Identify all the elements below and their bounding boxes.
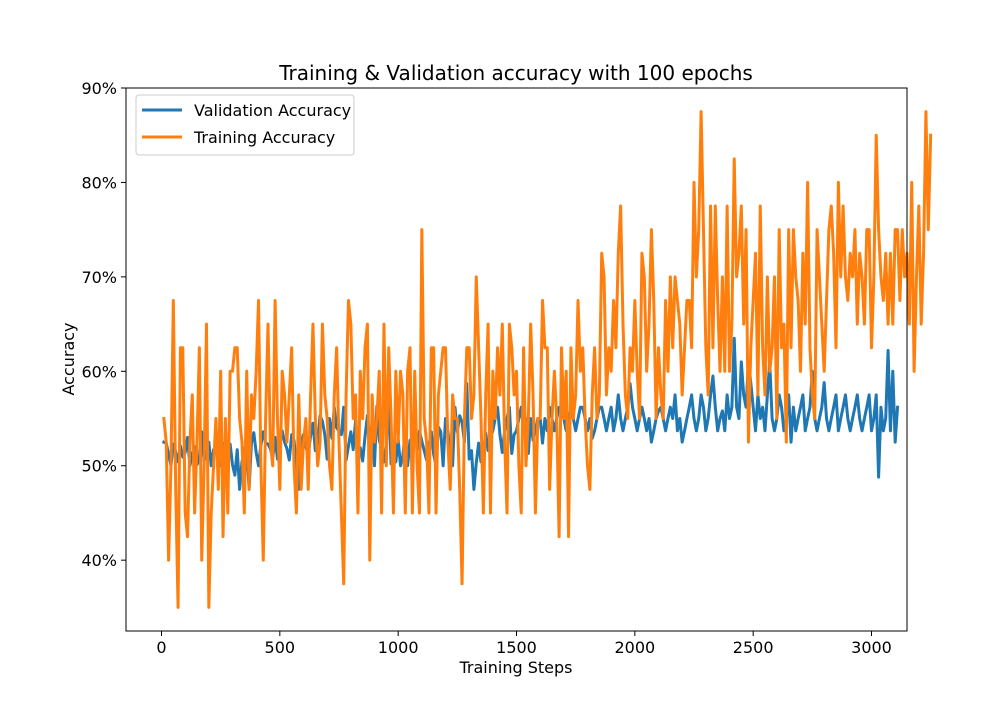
y-tick-label: 90% bbox=[81, 79, 117, 98]
legend-label: Training Accuracy bbox=[193, 128, 335, 147]
x-axis: 0 500 1000 1500 2000 2500 3000 bbox=[156, 631, 892, 657]
legend-box bbox=[135, 94, 355, 156]
y-tick-label: 40% bbox=[81, 551, 117, 570]
y-tick-label: 60% bbox=[81, 362, 117, 381]
x-tick-label: 1000 bbox=[378, 638, 419, 657]
x-axis-label: Training Steps bbox=[459, 658, 573, 677]
y-axis: 40% 50% 60% 70% 80% 90% bbox=[81, 79, 126, 570]
x-tick-label: 500 bbox=[265, 638, 296, 657]
y-tick-label: 80% bbox=[81, 173, 117, 192]
series-layer bbox=[161, 110, 933, 609]
chart-title: Training & Validation accuracy with 100 … bbox=[278, 61, 753, 85]
x-tick-label: 3000 bbox=[851, 638, 892, 657]
x-tick-label: 1500 bbox=[496, 638, 537, 657]
y-tick-label: 50% bbox=[81, 457, 117, 476]
x-tick-label: 0 bbox=[156, 638, 166, 657]
x-tick-label: 2500 bbox=[733, 638, 774, 657]
series-line-validation bbox=[161, 336, 900, 491]
y-axis-label: Accuracy bbox=[59, 322, 78, 395]
x-tick-label: 2000 bbox=[614, 638, 655, 657]
legend-label: Validation Accuracy bbox=[194, 101, 351, 120]
plot-frame bbox=[126, 88, 907, 631]
y-tick-label: 70% bbox=[81, 268, 117, 287]
series-line-training bbox=[162, 110, 933, 609]
legend: Validation Accuracy Training Accuracy bbox=[135, 94, 355, 156]
plot-area bbox=[125, 87, 933, 632]
